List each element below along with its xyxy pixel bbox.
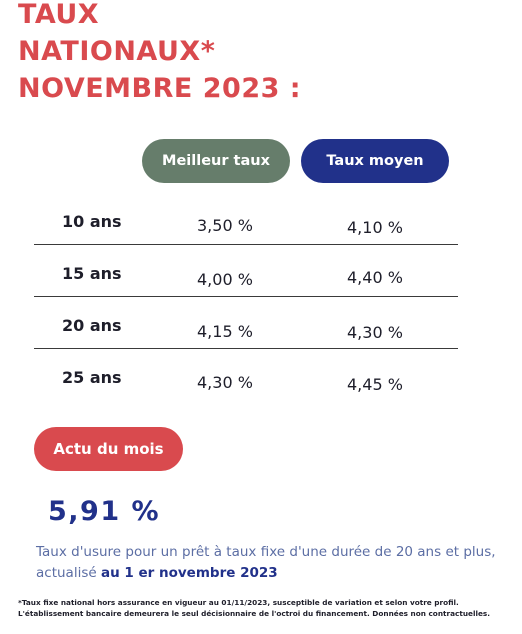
duration-cell: 25 ans xyxy=(62,368,122,387)
usury-rate-value: 5,91 % xyxy=(48,496,161,527)
usury-date: au 1 er novembre 2023 xyxy=(100,565,278,581)
usury-description-text: Taux d'usure pour un prêt à taux fixe d'… xyxy=(36,544,496,581)
best-rate-header: Meilleur taux xyxy=(142,139,290,183)
duration-cell: 20 ans xyxy=(62,316,122,335)
footnote-line-1: *Taux fixe national hors assurance en vi… xyxy=(18,598,459,607)
average-rate-header: Taux moyen xyxy=(301,139,449,183)
footnote-line-2: L'établissement bancaire demeurera le se… xyxy=(18,609,491,618)
actu-du-mois-badge: Actu du mois xyxy=(34,427,183,471)
average-rate-cell: 4,40 % xyxy=(347,268,403,287)
table-row: 20 ans 4,15 % 4,30 % xyxy=(34,308,458,349)
usury-rate-description: Taux d'usure pour un prêt à taux fixe d'… xyxy=(36,542,512,584)
table-row: 25 ans 4,30 % 4,45 % xyxy=(34,360,458,400)
best-rate-cell: 4,00 % xyxy=(197,270,253,289)
table-row: 10 ans 3,50 % 4,10 % xyxy=(34,204,458,245)
title-line-2: NATIONAUX* xyxy=(18,36,216,67)
average-rate-cell: 4,30 % xyxy=(347,323,403,342)
title-line-3: NOVEMBRE 2023 : xyxy=(18,73,302,104)
best-rate-cell: 4,30 % xyxy=(197,373,253,392)
best-rate-cell: 3,50 % xyxy=(197,216,253,235)
title-line-1: TAUX xyxy=(18,0,100,30)
table-row: 15 ans 4,00 % 4,40 % xyxy=(34,256,458,297)
average-rate-cell: 4,10 % xyxy=(347,218,403,237)
duration-cell: 10 ans xyxy=(62,212,122,231)
average-rate-cell: 4,45 % xyxy=(347,375,403,394)
duration-cell: 15 ans xyxy=(62,264,122,283)
page-title: TAUX NATIONAUX* NOVEMBRE 2023 : xyxy=(18,0,301,107)
footnote: *Taux fixe national hors assurance en vi… xyxy=(18,597,518,619)
best-rate-cell: 4,15 % xyxy=(197,322,253,341)
